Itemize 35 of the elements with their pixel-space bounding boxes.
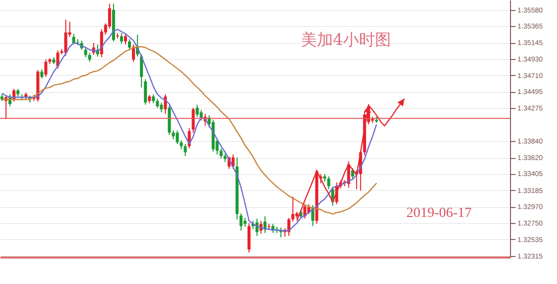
candlestick <box>180 140 183 150</box>
candlestick <box>44 59 48 78</box>
candlestick <box>291 196 294 222</box>
candlestick <box>172 130 175 140</box>
candlestick <box>248 222 251 253</box>
candlestick <box>128 38 131 50</box>
candlestick <box>124 33 128 45</box>
candlestick <box>351 168 354 180</box>
annotation: 2019-06-17 <box>406 206 472 221</box>
candlestick <box>200 110 203 122</box>
candlestick <box>176 130 179 144</box>
candlestick <box>100 28 104 58</box>
candlestick <box>156 98 159 108</box>
candlestick <box>160 102 163 113</box>
candlestick <box>64 19 68 56</box>
candlestick <box>120 32 124 44</box>
candlestick <box>196 104 199 118</box>
candlestick <box>144 78 147 106</box>
line-series <box>296 98 406 222</box>
candlestick <box>263 216 266 234</box>
candlestick <box>184 143 187 157</box>
candlestick <box>152 94 155 104</box>
candlestick <box>108 3 112 30</box>
candlestick <box>140 54 143 88</box>
candlestick <box>40 68 44 79</box>
candlestick <box>84 46 88 58</box>
candlestick <box>88 52 92 62</box>
candlestick <box>240 212 243 232</box>
text: 美加4小时图 <box>300 30 392 49</box>
candlestick <box>220 148 223 159</box>
candlestick <box>244 217 247 228</box>
candlestick <box>72 33 76 45</box>
line-series <box>1 28 378 232</box>
candlestick <box>327 176 330 190</box>
candlestick <box>132 44 135 62</box>
